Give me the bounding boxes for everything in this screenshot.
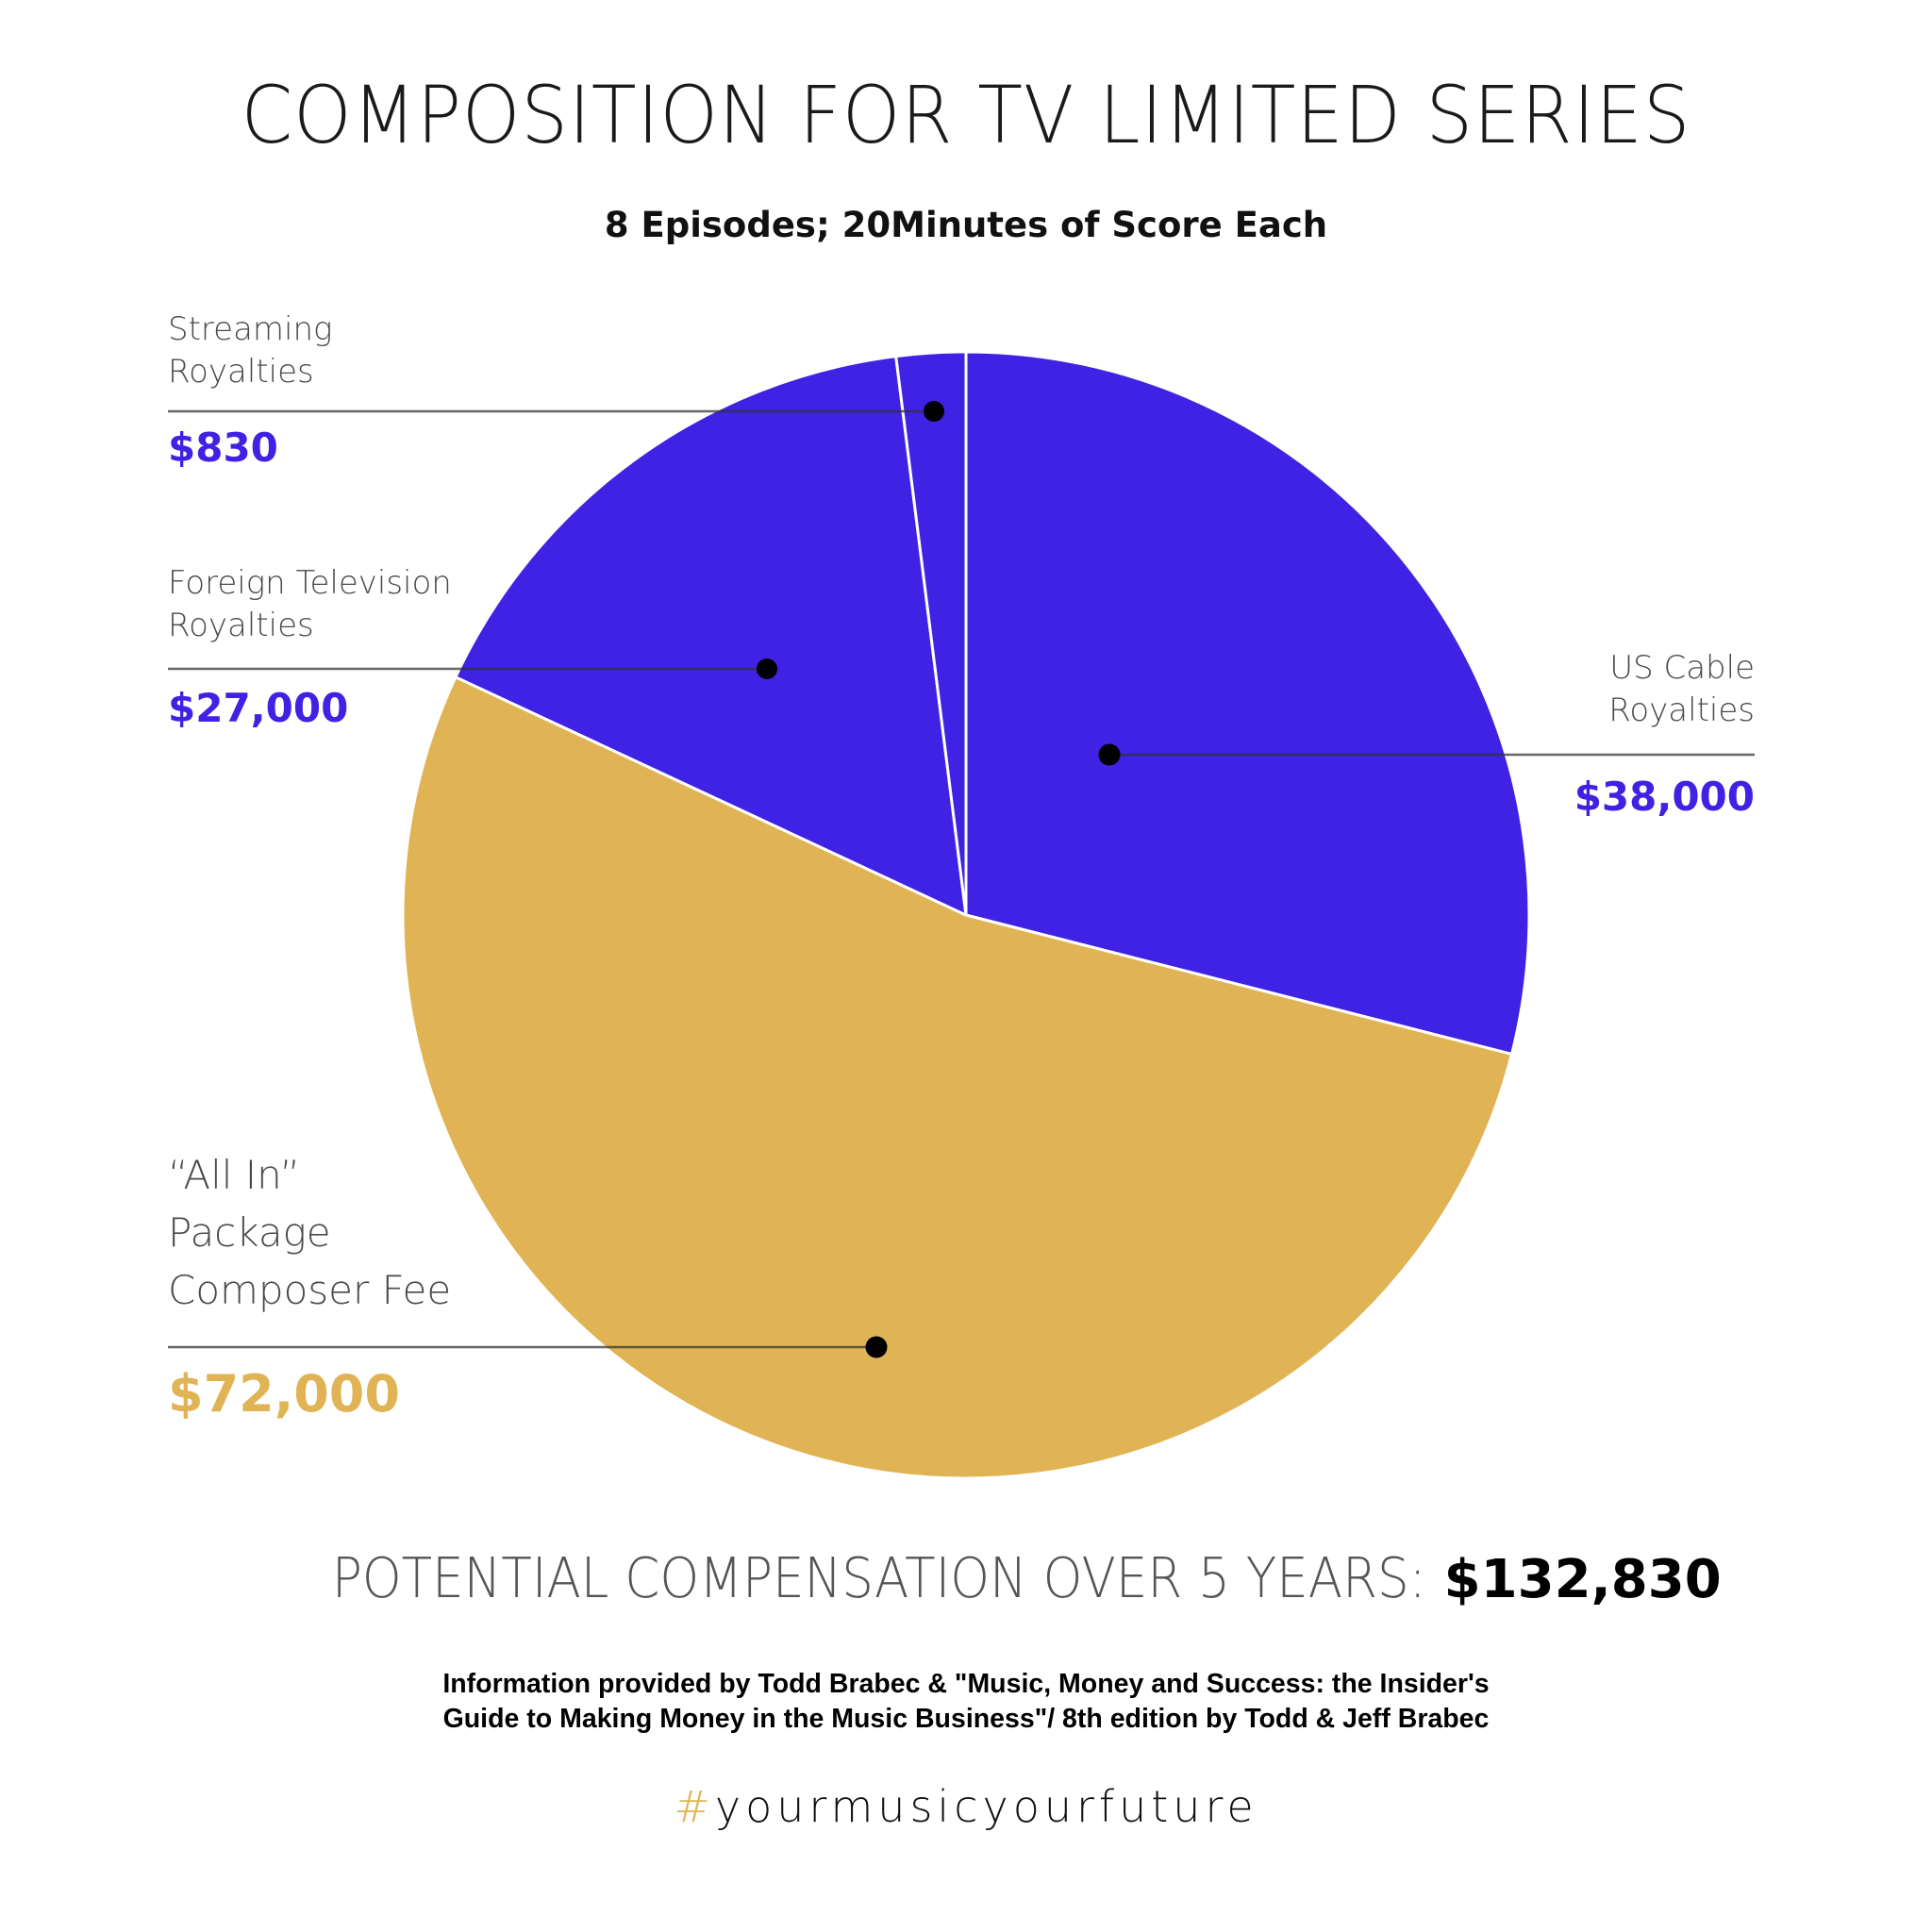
label-foreign-line1: Foreign Television — [168, 564, 452, 602]
dot-all-in — [865, 1336, 888, 1358]
value-all-in: $72,000 — [168, 1364, 400, 1424]
label-streaming-line2: Royalties — [168, 353, 314, 391]
hashtag-text: yourmusicyourfuture — [714, 1781, 1258, 1832]
citation-line2: Guide to Making Money in the Music Busin… — [442, 1704, 1490, 1734]
citation: Information provided by Todd Brabec & "M… — [0, 1667, 1932, 1737]
slice-foreign — [454, 355, 968, 917]
hashtag: #yourmusicyourfuture — [0, 1774, 1932, 1840]
label-us-cable-line1: US Cable — [1609, 649, 1755, 687]
total-compensation: POTENTIAL COMPENSATION OVER 5 YEARS: $13… — [0, 1545, 1932, 1613]
slice-us-cable — [964, 350, 1531, 1056]
citation-line1: Information provided by Todd Brabec & "M… — [442, 1669, 1490, 1699]
label-streaming-line1: Streaming — [168, 310, 333, 348]
dot-streaming — [924, 401, 944, 422]
total-label: POTENTIAL COMPENSATION OVER 5 YEARS: — [332, 1545, 1426, 1610]
pie-slices — [401, 350, 1531, 1480]
label-us-cable-line2: Royalties — [1608, 691, 1755, 729]
chart-title: COMPOSITION FOR TV LIMITED SERIES — [241, 69, 1691, 161]
value-streaming: $830 — [168, 425, 278, 471]
chart-subtitle: 8 Episodes; 20Minutes of Score Each — [604, 205, 1328, 245]
leader-lines — [168, 401, 1755, 1358]
label-all-in-line3: Composer Fee — [168, 1267, 452, 1313]
dot-us-cable — [1098, 743, 1121, 766]
dot-foreign — [757, 658, 777, 679]
value-foreign: $27,000 — [168, 685, 349, 731]
slice-streaming — [894, 350, 968, 917]
slice-all-in — [401, 675, 1513, 1480]
hashtag-symbol: # — [674, 1781, 715, 1832]
label-foreign-line2: Royalties — [168, 607, 314, 644]
label-all-in-line1: “All In” — [168, 1152, 301, 1198]
total-value: $132,830 — [1443, 1549, 1722, 1610]
label-all-in-line2: Package — [168, 1209, 331, 1256]
value-us-cable: $38,000 — [1574, 774, 1755, 820]
